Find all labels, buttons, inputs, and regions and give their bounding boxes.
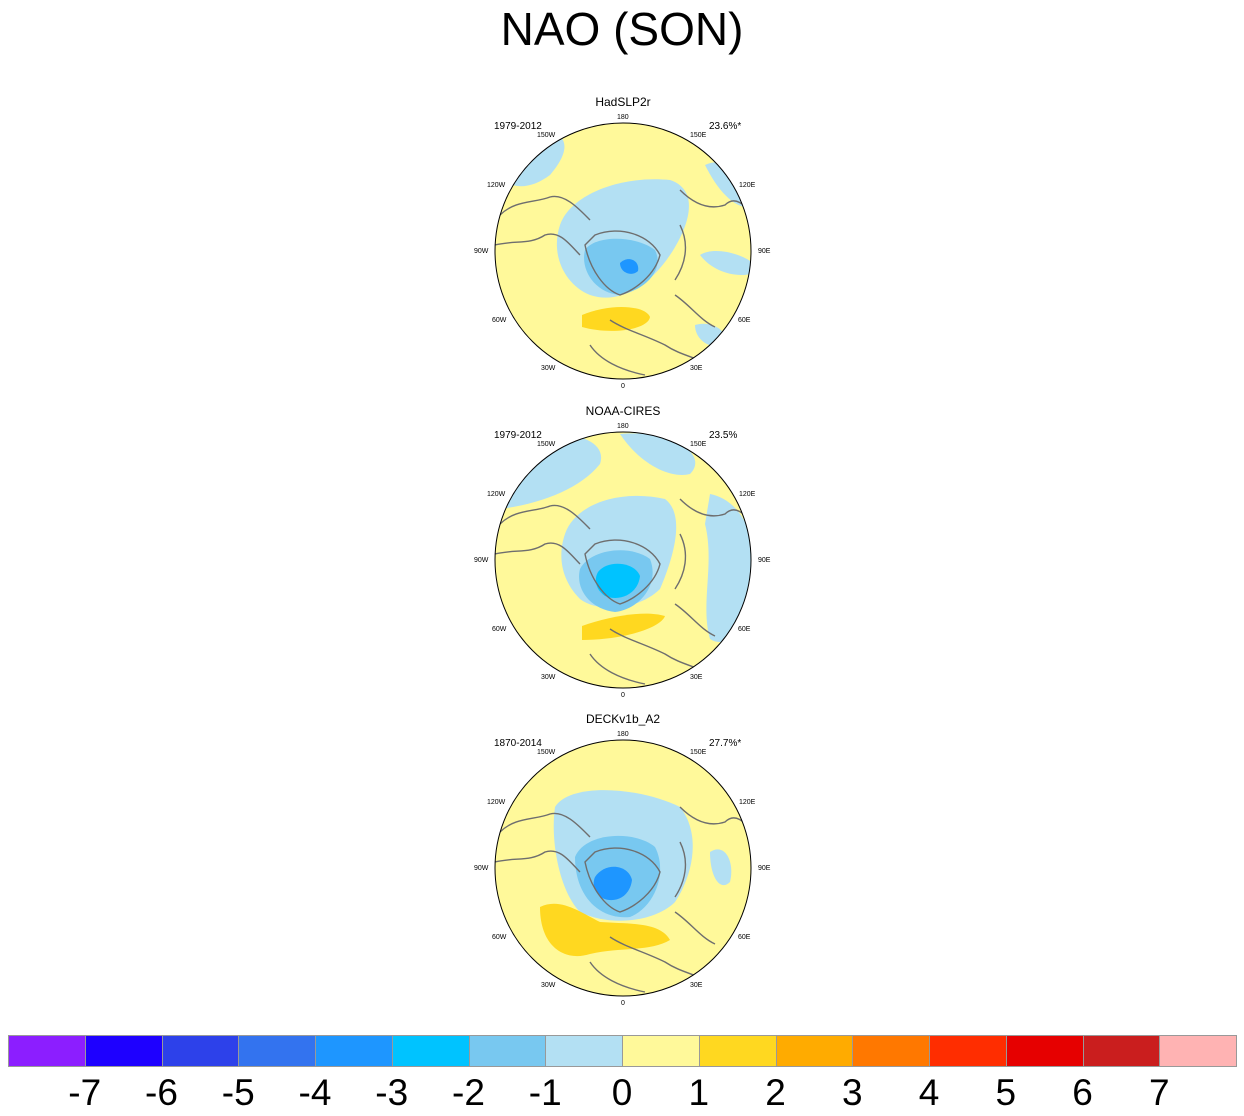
- negative-strong-region: [593, 866, 632, 901]
- colorbar-segment: [545, 1035, 623, 1067]
- negative-region: [710, 849, 732, 886]
- lon-label: 0: [621, 383, 625, 390]
- coastlines: [495, 498, 751, 685]
- lon-label: 120E: [739, 491, 756, 498]
- lon-label: 30E: [690, 674, 703, 681]
- colorbar-tick-label: 0: [611, 1072, 633, 1113]
- lon-label: 180: [617, 731, 629, 738]
- panel-years: 1979-2012: [494, 430, 542, 441]
- lon-label: 120W: [487, 182, 506, 189]
- map-panel-hadslp2r: HadSLP2r 1979-2012 23.6%*: [470, 95, 776, 395]
- colorbar-tick-label: -1: [528, 1072, 562, 1113]
- lon-label: 150W: [537, 132, 556, 139]
- lon-label: 120W: [487, 799, 506, 806]
- lon-label: 90W: [474, 865, 489, 872]
- lon-label: 150W: [537, 441, 556, 448]
- lon-label: 0: [621, 1000, 625, 1007]
- lon-label: 90W: [474, 557, 489, 564]
- panel-variance: 27.7%*: [709, 738, 742, 749]
- lon-label: 120E: [739, 182, 756, 189]
- colorbar-segment: [852, 1035, 930, 1067]
- lon-label: 150E: [690, 441, 707, 448]
- colorbar-tick-label: -7: [68, 1072, 102, 1113]
- lon-label: 90E: [758, 557, 771, 564]
- lon-label: 150E: [690, 749, 707, 756]
- colorbar-segment: [238, 1035, 316, 1067]
- negative-strong-region: [620, 259, 639, 274]
- panel-variance: 23.6%*: [709, 121, 742, 132]
- panel-variance: 23.5%: [709, 430, 738, 441]
- positive-moderate-region: [540, 903, 670, 957]
- figure-title: NAO (SON): [500, 3, 744, 55]
- panel-title: DECKv1b_A2: [585, 712, 661, 726]
- lon-label: 180: [617, 423, 629, 430]
- colorbar-segment: [315, 1035, 393, 1067]
- panel-title: NOAA-CIRES: [585, 404, 661, 418]
- map-panel-deckv1b-a2: DECKv1b_A2 1870-2014 27.7%* 180 150W: [470, 712, 776, 1012]
- polar-map: [494, 739, 752, 997]
- lon-label: 120E: [739, 799, 756, 806]
- panel-years: 1870-2014: [494, 738, 542, 749]
- map-boundary: [494, 122, 752, 380]
- colorbar-tick-label: 1: [688, 1072, 710, 1113]
- colorbar: [8, 1035, 1237, 1069]
- lon-label: 180: [617, 114, 629, 121]
- colorbar-tick-label: 5: [995, 1072, 1017, 1113]
- panel-years: 1979-2012: [494, 121, 542, 132]
- lon-label: 90E: [758, 248, 771, 255]
- colorbar-tick-label: -6: [145, 1072, 178, 1113]
- colorbar-segment: [929, 1035, 1007, 1067]
- lon-label: 60E: [738, 934, 751, 941]
- colorbar-tick-label: -2: [452, 1072, 485, 1113]
- lon-label: 150E: [690, 132, 707, 139]
- colorbar-tick-label: -5: [221, 1072, 255, 1113]
- polar-map: [494, 431, 752, 689]
- lon-label: 60W: [492, 317, 507, 324]
- lon-label: 60W: [492, 626, 507, 633]
- lon-label: 60E: [738, 317, 751, 324]
- lon-label: 30W: [541, 982, 556, 989]
- colorbar-segment: [84, 1035, 163, 1067]
- lon-label: 30W: [541, 674, 556, 681]
- colorbar-segment: [622, 1035, 700, 1067]
- positive-moderate-region: [582, 613, 665, 640]
- colorbar-tick-label: -3: [375, 1072, 409, 1113]
- colorbar-segment: [391, 1035, 470, 1067]
- negative-strong-region: [595, 563, 640, 598]
- lon-label: 150W: [537, 749, 556, 756]
- lon-label: 60E: [738, 626, 751, 633]
- colorbar-tick-label: -4: [298, 1072, 332, 1113]
- lon-label: 90W: [474, 248, 489, 255]
- map-panel-noaa-cires: NOAA-CIRES 1979-2012 23.5%: [470, 404, 776, 704]
- colorbar-segment: [1159, 1035, 1237, 1067]
- panel-title: HadSLP2r: [595, 95, 651, 109]
- lon-label: 30E: [690, 982, 703, 989]
- map-boundary: [494, 739, 752, 997]
- positive-moderate-region: [582, 306, 650, 331]
- colorbar-segment: [161, 1035, 240, 1067]
- map-boundary: [494, 431, 752, 689]
- colorbar-tick-label: 2: [765, 1072, 786, 1113]
- lon-label: 30E: [690, 365, 703, 372]
- lon-label: 0: [621, 692, 625, 699]
- polar-map: [494, 122, 752, 380]
- colorbar-segment: [775, 1035, 854, 1067]
- colorbar-segment: [1005, 1035, 1084, 1067]
- colorbar-tick-label: 6: [1072, 1072, 1093, 1113]
- colorbar-tick-label: 3: [841, 1072, 863, 1113]
- colorbar-segment: [1082, 1035, 1161, 1067]
- lon-label: 90E: [758, 865, 771, 872]
- colorbar-tick-label: 7: [1148, 1072, 1170, 1113]
- lon-label: 120W: [487, 491, 506, 498]
- colorbar-segment: [468, 1035, 547, 1067]
- colorbar-tick-label: 4: [918, 1072, 940, 1113]
- negative-region: [700, 251, 751, 275]
- lon-label: 30W: [541, 365, 556, 372]
- lon-label: 60W: [492, 934, 507, 941]
- colorbar-segment: [8, 1035, 86, 1067]
- colorbar-segment: [698, 1035, 777, 1067]
